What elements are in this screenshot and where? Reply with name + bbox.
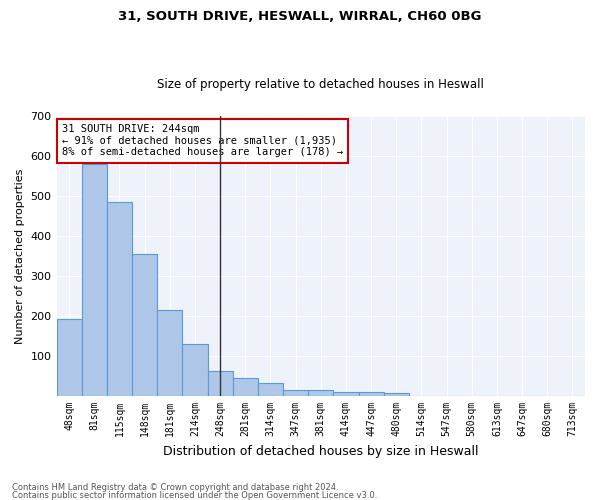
Bar bbox=[56, 319, 82, 396]
Bar bbox=[182, 344, 208, 396]
Text: 31 SOUTH DRIVE: 244sqm
← 91% of detached houses are smaller (1,935)
8% of semi-d: 31 SOUTH DRIVE: 244sqm ← 91% of detached… bbox=[62, 124, 343, 158]
Text: Contains public sector information licensed under the Open Government Licence v3: Contains public sector information licen… bbox=[12, 491, 377, 500]
Bar bbox=[82, 164, 107, 396]
Y-axis label: Number of detached properties: Number of detached properties bbox=[15, 168, 25, 344]
Bar bbox=[132, 254, 157, 396]
Bar bbox=[157, 310, 182, 396]
Bar bbox=[383, 393, 409, 396]
Bar bbox=[258, 383, 283, 396]
Text: Contains HM Land Registry data © Crown copyright and database right 2024.: Contains HM Land Registry data © Crown c… bbox=[12, 484, 338, 492]
Bar bbox=[208, 371, 233, 396]
Bar bbox=[334, 392, 359, 396]
Bar bbox=[308, 390, 334, 396]
Text: 31, SOUTH DRIVE, HESWALL, WIRRAL, CH60 0BG: 31, SOUTH DRIVE, HESWALL, WIRRAL, CH60 0… bbox=[118, 10, 482, 23]
Bar bbox=[359, 392, 383, 396]
Bar bbox=[283, 390, 308, 396]
Title: Size of property relative to detached houses in Heswall: Size of property relative to detached ho… bbox=[157, 78, 484, 91]
Bar bbox=[107, 202, 132, 396]
X-axis label: Distribution of detached houses by size in Heswall: Distribution of detached houses by size … bbox=[163, 444, 479, 458]
Bar bbox=[233, 378, 258, 396]
